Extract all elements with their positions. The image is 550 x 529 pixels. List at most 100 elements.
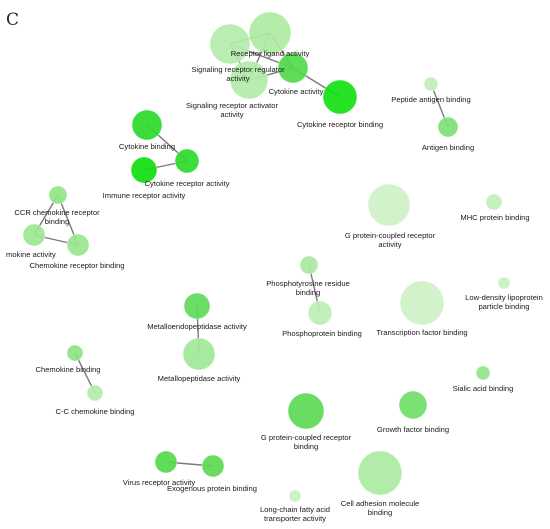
node-chemokine-receptor-binding-left[interactable] xyxy=(66,233,90,257)
node-label-metallopeptidase-activity: Metallopeptidase activity xyxy=(158,374,241,383)
node-label-phosphoprotein-binding: Phosphoprotein binding xyxy=(282,329,362,338)
node-label-cell-adhesion-molecule-binding: Cell adhesion molecule binding xyxy=(341,499,420,517)
node-label-mhc-protein-binding: MHC protein binding xyxy=(460,213,529,222)
node-label-cytokine-receptor-binding-top: Cytokine receptor binding xyxy=(297,120,383,129)
node-label-immune-receptor-activity: Immune receptor activity xyxy=(103,191,186,200)
node-label-line: Antigen binding xyxy=(422,143,474,152)
label-layer: Receptor ligand activity Signaling recept… xyxy=(6,49,543,523)
node-label-line: Virus receptor activity xyxy=(123,478,196,487)
node-label-line: MHC protein binding xyxy=(460,213,529,222)
node-c-c-chemokine-binding[interactable] xyxy=(86,384,104,402)
node-label-line: Phosphotyrosine residue xyxy=(266,279,350,288)
node-label-line: Transcription factor binding xyxy=(376,328,467,337)
node-metalloendopeptidase-activity[interactable] xyxy=(183,292,211,320)
node-label-g-protein-coupled-receptor-activity: G protein-coupled receptor activity xyxy=(345,231,436,249)
node-cytokine-receptor-activity[interactable] xyxy=(174,148,200,174)
node-label-sialic-acid-binding: Sialic acid binding xyxy=(453,384,514,393)
node-label-line: Metalloendopeptidase activity xyxy=(147,322,247,331)
node-label-line: Cell adhesion molecule xyxy=(341,499,420,508)
panel-letter: C xyxy=(6,10,20,30)
node-label-g-protein-coupled-receptor-binding: G protein-coupled receptor binding xyxy=(261,433,352,451)
node-phosphoprotein-binding[interactable] xyxy=(307,300,333,326)
node-label-line: Cytokine activity xyxy=(269,87,324,96)
node-label-line: Sialic acid binding xyxy=(453,384,514,393)
node-growth-factor-binding[interactable] xyxy=(398,390,428,420)
node-chemokine-binding[interactable] xyxy=(66,344,84,362)
node-cytokine-binding[interactable] xyxy=(131,109,163,141)
node-label-line: transporter activity xyxy=(264,514,326,523)
node-label-line: Immune receptor activity xyxy=(103,191,186,200)
node-label-peptide-antigen-binding: Peptide antigen binding xyxy=(391,95,470,104)
node-label-line: Chemokine binding xyxy=(35,365,100,374)
node-label-line: binding xyxy=(296,288,321,297)
node-label-line: Low-density lipoprotein xyxy=(465,293,543,302)
node-label-line: Cytokine receptor activity xyxy=(145,179,230,188)
node-label-line: Long-chain fatty acid xyxy=(260,505,330,514)
node-label-line: C-C chemokine binding xyxy=(56,407,135,416)
node-low-density-lipoprotein-particle-binding[interactable] xyxy=(497,276,511,290)
node-label-chemokine-activity: mokine activity xyxy=(6,250,56,259)
node-label-line: CCR chemokine receptor xyxy=(14,208,100,217)
node-g-protein-coupled-receptor-activity[interactable] xyxy=(367,183,411,227)
node-label-chemokine-binding: Chemokine binding xyxy=(35,365,100,374)
node-g-protein-coupled-receptor-binding[interactable] xyxy=(287,392,325,430)
node-label-virus-receptor-activity: Virus receptor activity xyxy=(123,478,196,487)
node-label-low-density-lipoprotein-particle-binding: Low-density lipoprotein particle binding xyxy=(465,293,543,311)
node-cytokine-receptor-binding-top[interactable] xyxy=(322,79,358,115)
node-peptide-antigen-binding[interactable] xyxy=(423,76,439,92)
node-antigen-binding[interactable] xyxy=(437,116,459,138)
node-metallopeptidase-activity[interactable] xyxy=(182,337,216,371)
node-label-line: Cytokine binding xyxy=(119,142,175,151)
node-label-chemokine-receptor-binding-left: Chemokine receptor binding xyxy=(30,261,125,270)
node-label-cytokine-receptor-activity: Cytokine receptor activity xyxy=(145,179,230,188)
node-label-line: Metallopeptidase activity xyxy=(158,374,241,383)
node-long-chain-fatty-acid-transporter-activity[interactable] xyxy=(288,489,302,503)
node-transcription-factor-binding[interactable] xyxy=(399,280,445,326)
node-sialic-acid-binding[interactable] xyxy=(475,365,491,381)
node-label-line: Signaling receptor activator xyxy=(186,101,278,110)
node-label-receptor-ligand-activity: Receptor ligand activity xyxy=(231,49,310,58)
node-ccr-chemokine-receptor-binding[interactable] xyxy=(48,185,68,205)
node-label-line: binding xyxy=(294,442,319,451)
node-signaling-receptor-activator-activity[interactable] xyxy=(229,60,269,100)
node-label-line: Chemokine receptor binding xyxy=(30,261,125,270)
node-layer xyxy=(22,11,511,503)
node-label-line: Growth factor binding xyxy=(377,425,449,434)
node-receptor-ligand-activity[interactable] xyxy=(248,11,292,55)
node-label-phosphotyrosine-residue-binding: Phosphotyrosine residue binding xyxy=(266,279,350,297)
node-label-cytokine-binding: Cytokine binding xyxy=(119,142,175,151)
node-label-line: G protein-coupled receptor xyxy=(261,433,352,442)
node-cytokine-activity[interactable] xyxy=(277,52,309,84)
node-label-line: activity xyxy=(220,110,243,119)
node-label-ccr-chemokine-receptor-binding: CCR chemokine receptor binding xyxy=(14,208,100,226)
node-label-line: binding xyxy=(45,217,70,226)
node-phosphotyrosine-residue-binding[interactable] xyxy=(299,255,319,275)
node-label-line: G protein-coupled receptor xyxy=(345,231,436,240)
node-label-line: Phosphoprotein binding xyxy=(282,329,362,338)
node-label-line: Peptide antigen binding xyxy=(391,95,470,104)
node-label-exogenous-protein-binding: Exogenous protein binding xyxy=(167,484,257,493)
node-label-growth-factor-binding: Growth factor binding xyxy=(377,425,449,434)
node-chemokine-activity[interactable] xyxy=(22,223,46,247)
node-label-line: binding xyxy=(368,508,393,517)
node-exogenous-protein-binding[interactable] xyxy=(201,454,225,478)
node-label-c-c-chemokine-binding: C-C chemokine binding xyxy=(56,407,135,416)
node-label-long-chain-fatty-acid-transporter-activity: Long-chain fatty acid transporter activit… xyxy=(260,505,330,523)
node-label-line: activity xyxy=(378,240,401,249)
node-label-cytokine-activity: Cytokine activity xyxy=(269,87,324,96)
node-mhc-protein-binding[interactable] xyxy=(485,193,503,211)
node-label-metalloendopeptidase-activity: Metalloendopeptidase activity xyxy=(147,322,247,331)
node-label-line: particle binding xyxy=(478,302,529,311)
node-cell-adhesion-molecule-binding[interactable] xyxy=(357,450,403,496)
node-label-line: Signaling receptor regulator xyxy=(191,65,285,74)
node-label-line: Cytokine receptor binding xyxy=(297,120,383,129)
node-immune-receptor-activity[interactable] xyxy=(130,156,158,184)
node-label-signaling-receptor-regulator-activity: Signaling receptor regulator activity xyxy=(191,65,285,83)
node-signaling-receptor-regulator-activity[interactable] xyxy=(209,23,251,65)
node-label-transcription-factor-binding: Transcription factor binding xyxy=(376,328,467,337)
node-label-line: mokine activity xyxy=(6,250,56,259)
node-label-line: Exogenous protein binding xyxy=(167,484,257,493)
node-virus-receptor-activity[interactable] xyxy=(154,450,178,474)
node-label-line: activity xyxy=(226,74,249,83)
